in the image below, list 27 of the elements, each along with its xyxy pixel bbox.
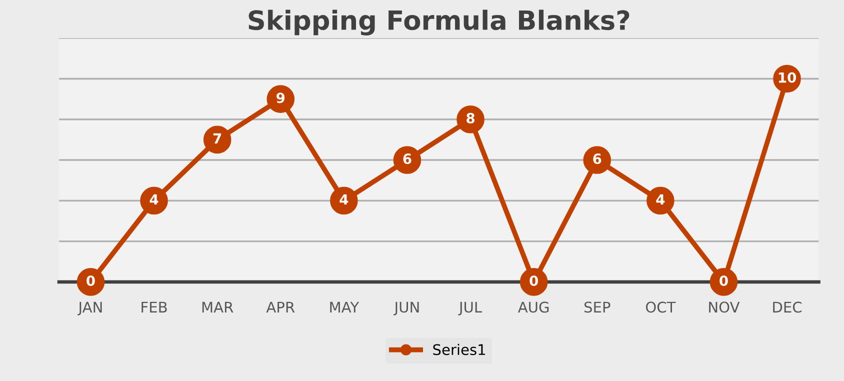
data-label: 0: [720, 275, 728, 286]
x-tick-label: OCT: [646, 302, 676, 313]
data-label: 7: [213, 133, 222, 144]
x-tick-label: DEC: [773, 302, 802, 313]
data-label: 6: [403, 154, 412, 164]
x-tick-label: FEB: [142, 302, 167, 312]
data-label: 6: [593, 154, 602, 164]
data-label: 4: [340, 194, 348, 204]
data-label: 0: [86, 275, 95, 286]
x-tick-label: APR: [266, 302, 295, 312]
data-label: 9: [276, 92, 285, 104]
legend-label: Series1: [433, 344, 486, 356]
x-tick-label: JUL: [458, 302, 482, 316]
data-label: 4: [656, 194, 665, 204]
x-tick-label: MAR: [202, 302, 234, 312]
x-tick-label: MAY: [330, 302, 360, 312]
x-tick-label: NOV: [709, 302, 740, 313]
point: [203, 126, 232, 154]
data-label: 0: [530, 275, 538, 286]
chart-title: Skipping Formula Blanks?: [248, 10, 630, 36]
x-tick-label: AUG: [518, 302, 549, 313]
x-tick-label: JAN: [78, 302, 102, 316]
data-label: 10: [778, 72, 796, 83]
x-tick-label: JUN: [394, 302, 419, 316]
data-label: 4: [150, 194, 158, 204]
x-tick-label: SEP: [584, 302, 610, 313]
data-label: 8: [466, 112, 474, 124]
